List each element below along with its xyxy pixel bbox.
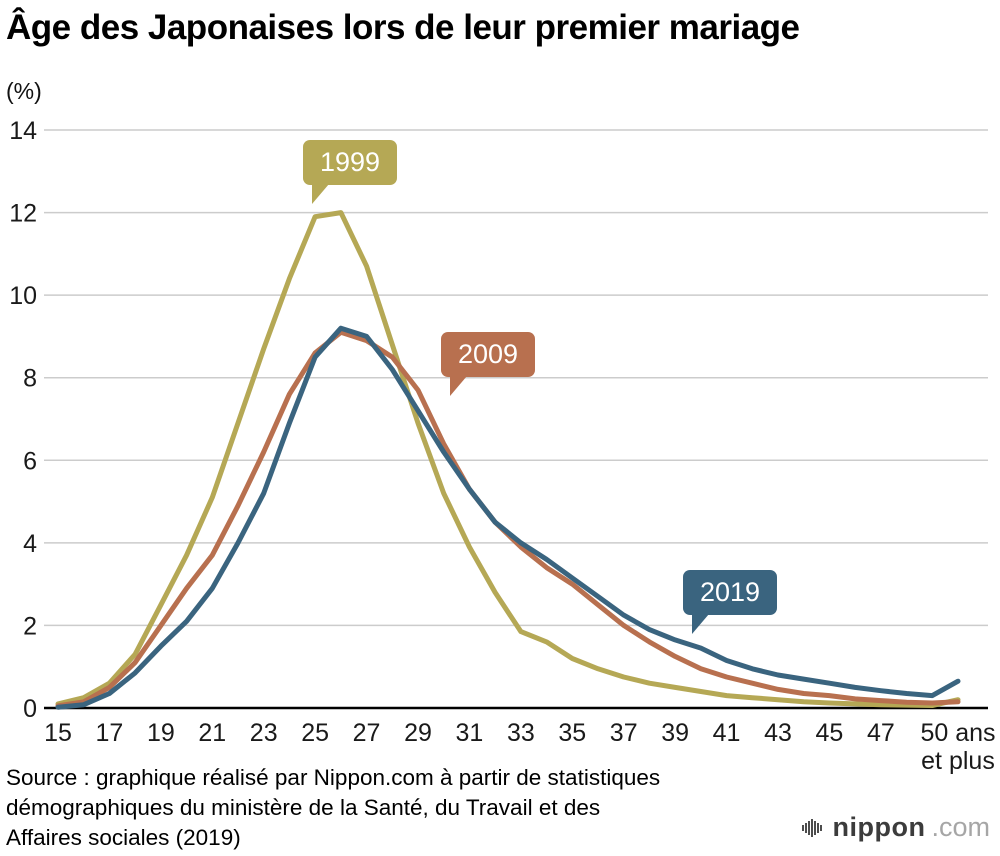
x-tick-label: 41 [713,719,741,747]
logo-name: nippon [832,812,926,842]
x-tick-label: 21 [198,719,226,747]
x-tick-label: 25 [301,719,329,747]
x-tick-label: 35 [558,719,586,747]
x-tick-label: 45 [816,719,844,747]
x-tick-label: 15 [44,719,72,747]
source-line: Affaires sociales (2019) [6,824,241,850]
x-tick-label: 31 [456,719,484,747]
logo-tld: .com [931,812,990,842]
series-line-2019 [55,325,961,710]
x-tick-label: 33 [507,719,535,747]
line-chart: 0 2 4 6 8 10 12 14 15 17 19 21 23 25 27 29 31 33 35 37 39 41 4… [9,117,995,775]
series-label-2009: 2009 [441,332,536,396]
y-tick-label: 2 [23,612,37,640]
series-line-1999 [55,210,961,708]
y-tick-label: 10 [9,282,37,310]
y-tick-label: 0 [23,695,37,723]
nippon-logo: nippon .com [801,812,990,843]
x-tick-label: 50 ans et plus [920,719,995,775]
x-tick-label: 27 [353,719,381,747]
x-tick-label: 43 [764,719,792,747]
x-tick-label: 29 [404,719,432,747]
y-tick-label: 8 [23,365,37,393]
y-tick-label: 4 [23,530,37,558]
series-label-2019: 2019 [683,570,778,634]
x-tick-label: 39 [661,719,689,747]
x-tick-label: 19 [147,719,175,747]
series-label-1999: 1999 [303,140,398,204]
source-line: Source : graphique réalisé par Nippon.co… [6,765,661,790]
x-tick-label: 37 [610,719,638,747]
y-tick-label: 6 [23,447,37,475]
y-tick-label: 12 [9,200,37,228]
source-line: démographiques du ministère de la Santé,… [6,794,601,820]
source-text: Source : graphique réalisé par Nippon.co… [6,763,746,853]
page-title: Âge des Japonaises lors de leur premier … [6,8,800,47]
y-tick-label: 14 [9,117,37,145]
y-axis-unit-label: (%) [6,78,42,104]
x-tick-label: 47 [867,719,895,747]
x-tick-label: 17 [96,719,124,747]
series-line-2009 [55,329,961,709]
nippon-logo-icon [801,818,822,837]
x-tick-label: 23 [250,719,278,747]
